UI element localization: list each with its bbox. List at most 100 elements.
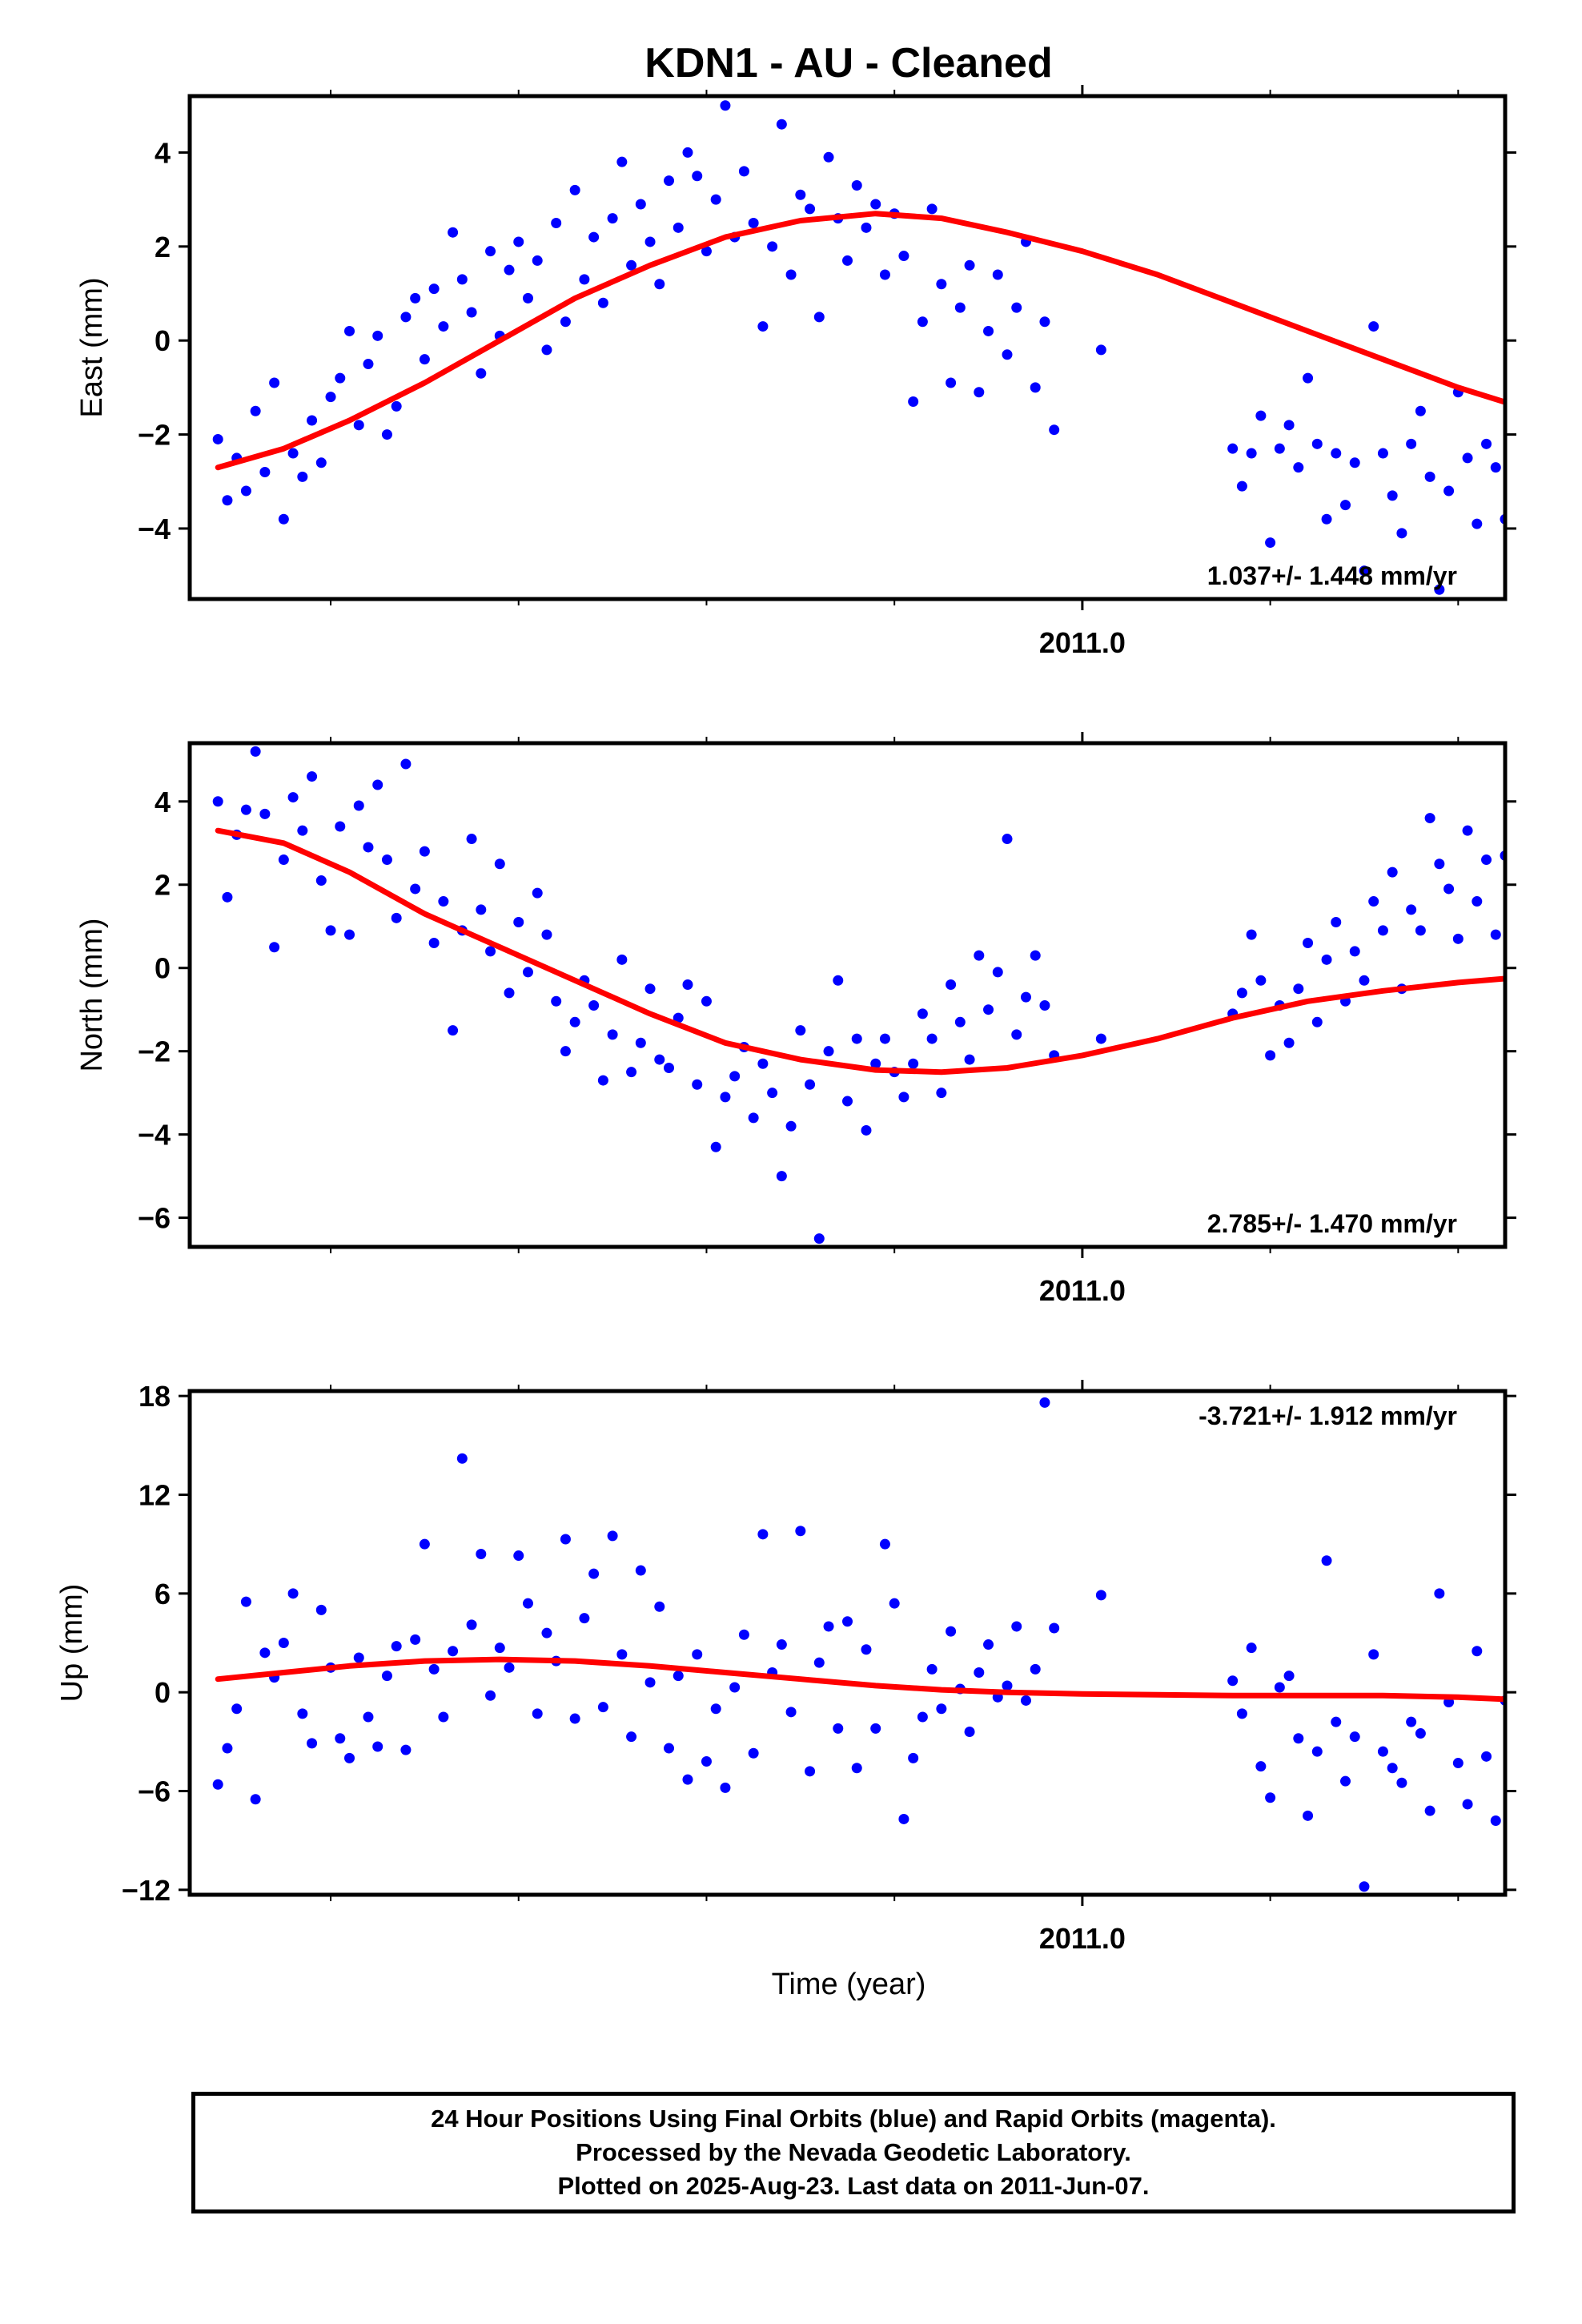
data-point — [607, 1029, 618, 1040]
data-point — [701, 1756, 712, 1767]
data-point — [748, 1112, 759, 1124]
data-point — [692, 1649, 703, 1660]
data-point — [1434, 1588, 1445, 1599]
data-point — [513, 917, 524, 928]
data-point — [419, 846, 430, 857]
data-point — [1246, 1642, 1257, 1654]
data-point — [560, 1046, 571, 1057]
data-point — [757, 1529, 769, 1540]
y-axis-label: Up (mm) — [55, 1584, 89, 1703]
data-point — [1049, 1622, 1060, 1634]
data-point — [833, 975, 844, 986]
data-point — [720, 100, 731, 111]
data-point — [569, 184, 580, 195]
fit-line — [215, 827, 1505, 1076]
data-point — [1415, 1728, 1426, 1739]
data-point — [917, 1711, 928, 1723]
data-point — [861, 222, 872, 233]
data-point — [1387, 866, 1398, 878]
data-point — [1303, 372, 1314, 384]
data-point — [729, 1682, 741, 1693]
data-point — [372, 779, 383, 790]
data-point — [992, 269, 1003, 280]
y-tick-label: 4 — [155, 786, 171, 818]
data-point — [983, 1639, 994, 1651]
data-point — [250, 1794, 261, 1805]
data-point — [1339, 500, 1351, 511]
data-point — [278, 1638, 289, 1648]
data-point — [400, 1744, 412, 1755]
x-axis-label: Time (year) — [772, 1968, 926, 2001]
y-axis-label: North (mm) — [75, 918, 109, 1072]
data-point — [297, 471, 308, 482]
data-point — [250, 405, 261, 416]
data-point — [805, 1766, 816, 1777]
data-point — [269, 377, 280, 388]
data-point — [898, 251, 909, 262]
data-point — [494, 1642, 505, 1654]
data-point — [1443, 883, 1455, 895]
data-point — [983, 1004, 994, 1015]
data-point — [344, 1752, 355, 1763]
data-point — [240, 804, 251, 815]
data-point — [1311, 1016, 1323, 1027]
data-point — [757, 321, 769, 332]
data-point — [1227, 1675, 1239, 1687]
data-point — [1265, 537, 1276, 549]
footer-line-2: Processed by the Nevada Geodetic Laborat… — [576, 2138, 1131, 2166]
data-point — [607, 213, 618, 224]
data-point — [710, 194, 721, 205]
data-point — [532, 887, 543, 899]
y-tick-label: 2 — [155, 231, 171, 263]
data-point — [1039, 1397, 1050, 1408]
data-point — [813, 1233, 825, 1244]
data-point — [926, 1033, 938, 1044]
data-point — [1443, 485, 1455, 497]
data-point — [851, 1763, 862, 1774]
data-point — [795, 1526, 806, 1537]
data-point — [476, 368, 487, 379]
data-point — [1406, 904, 1417, 915]
data-point — [222, 891, 233, 903]
data-point — [1236, 987, 1247, 999]
data-point — [335, 821, 346, 832]
data-point — [259, 808, 271, 819]
data-point — [579, 274, 590, 285]
data-point — [597, 1075, 608, 1086]
data-point — [635, 1037, 646, 1048]
data-point — [879, 1033, 890, 1044]
plot-frame — [187, 741, 1508, 1249]
data-point — [410, 1634, 421, 1645]
data-point — [353, 420, 364, 431]
data-point — [974, 387, 985, 398]
up-panel: −12 −6 0 6 12 18 2011.0 Up (mm) -3.721+/- 1.912 … — [55, 1380, 1516, 1955]
data-point — [466, 307, 477, 318]
y-tick-label: 6 — [155, 1578, 171, 1610]
data-point — [795, 189, 806, 200]
data-point — [1020, 1695, 1031, 1706]
data-point — [551, 217, 562, 228]
data-point — [936, 1088, 947, 1099]
data-point — [870, 199, 881, 210]
data-point — [1490, 1815, 1501, 1826]
data-point — [1472, 896, 1483, 907]
data-point — [1462, 1799, 1473, 1810]
data-point — [1283, 420, 1295, 431]
data-point — [504, 987, 515, 999]
data-point — [1331, 448, 1342, 459]
data-point — [785, 269, 797, 280]
data-point — [654, 1054, 665, 1065]
data-point — [363, 842, 374, 853]
data-point — [372, 330, 383, 341]
data-point — [673, 222, 684, 233]
data-point — [823, 1046, 834, 1057]
data-point — [1293, 1733, 1304, 1744]
data-point — [682, 1774, 693, 1785]
data-point — [983, 325, 994, 336]
data-point — [644, 236, 656, 247]
data-point — [1349, 946, 1360, 957]
y-tick-label: −2 — [138, 419, 171, 452]
data-point — [381, 854, 392, 866]
data-point — [898, 1092, 909, 1103]
